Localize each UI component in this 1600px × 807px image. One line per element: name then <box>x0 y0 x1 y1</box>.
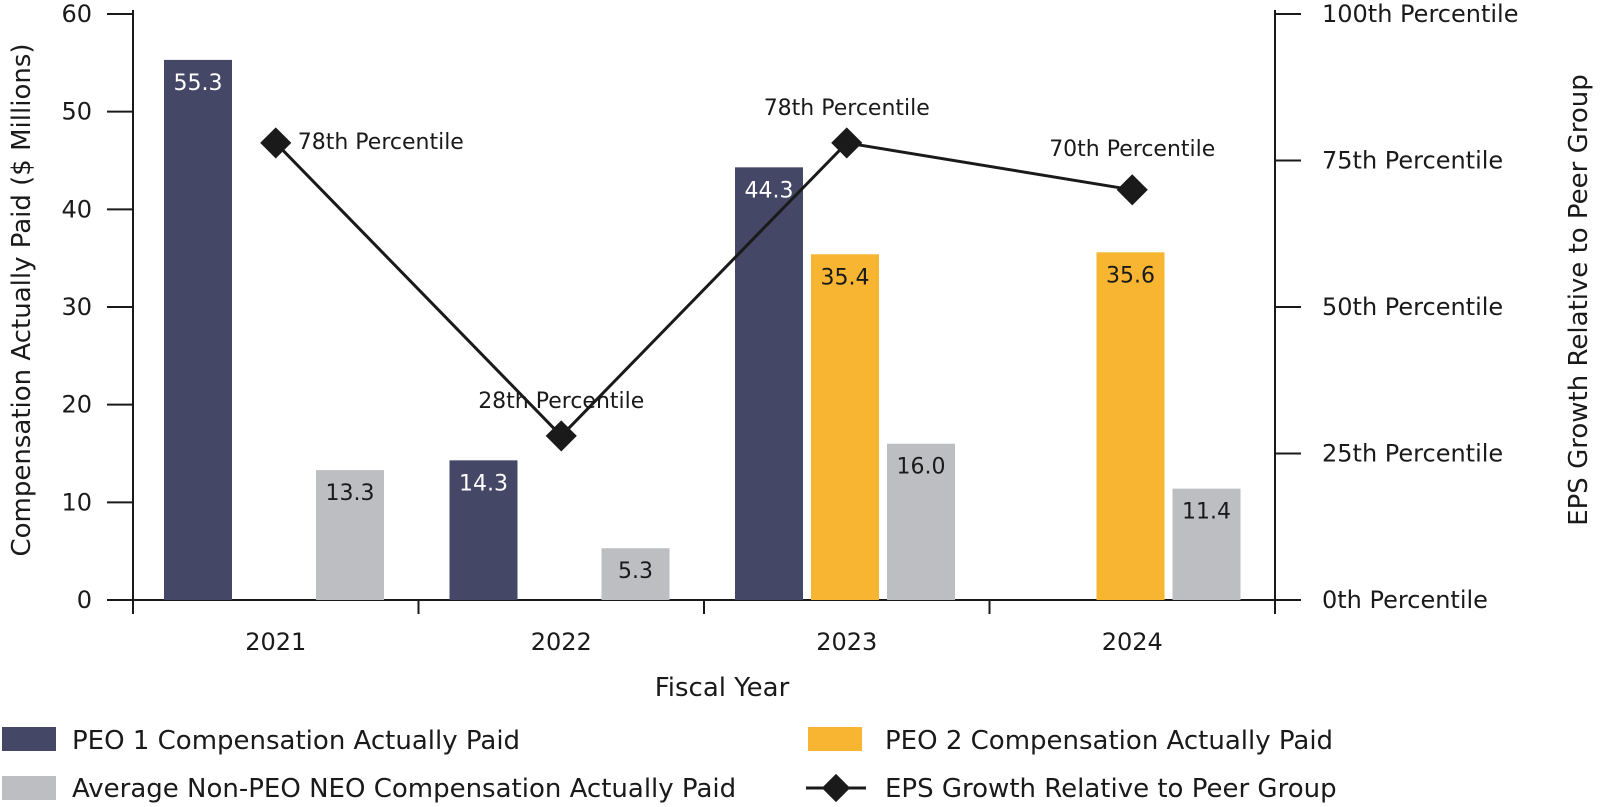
eps-line-path <box>274 141 1133 439</box>
y-axis-title-right: EPS Growth Relative to Peer Group <box>1564 74 1594 526</box>
y-tick-label-left: 20 <box>61 391 92 419</box>
eps-line <box>260 127 1148 452</box>
legend-item-peo1: PEO 1 Compensation Actually Paid <box>2 726 520 756</box>
bar-value-label: 55.3 <box>174 71 223 96</box>
eps-value-label: 28th Percentile <box>478 389 644 414</box>
legend-marker-eps <box>821 773 851 803</box>
eps-marker <box>260 127 292 159</box>
legend-label-non-peo: Average Non-PEO NEO Compensation Actuall… <box>72 774 736 804</box>
bar-value-label: 13.3 <box>326 481 375 506</box>
legend-item-eps: EPS Growth Relative to Peer Group <box>806 773 1337 804</box>
y-tick-label-right: 25th Percentile <box>1322 440 1503 468</box>
y-tick-label-left: 60 <box>61 0 92 28</box>
bar <box>601 548 670 600</box>
x-tick-label: 2024 <box>1102 628 1163 656</box>
bar-value-label: 5.3 <box>618 559 653 584</box>
bar <box>316 470 384 600</box>
bar-value-label: 35.6 <box>1106 263 1155 288</box>
bar <box>887 443 955 600</box>
y-tick-label-left: 0 <box>77 586 92 614</box>
axes: 0 10 20 30 40 50 60 0th Percentile 25th Percenti… <box>61 0 1518 656</box>
eps-value-label: 78th Percentile <box>764 96 930 121</box>
labels: 78th Percentile 28th Percentile 78th Perce… <box>298 96 1216 414</box>
x-tick-label: 2023 <box>816 628 877 656</box>
bar-value-label: 44.3 <box>745 178 794 203</box>
bar-value-label: 14.3 <box>459 471 508 496</box>
bar <box>811 254 879 600</box>
legend: PEO 1 Compensation Actually Paid PEO 2 C… <box>2 726 1337 804</box>
legend-label-eps: EPS Growth Relative to Peer Group <box>885 774 1337 804</box>
bar-value-label: 35.4 <box>821 265 870 290</box>
x-tick-label: 2021 <box>245 628 306 656</box>
eps-marker <box>1116 174 1148 206</box>
y-tick-label-right: 0th Percentile <box>1322 586 1488 614</box>
bar <box>1172 488 1241 600</box>
legend-item-peo2: PEO 2 Compensation Actually Paid <box>808 726 1333 756</box>
legend-label-peo1: PEO 1 Compensation Actually Paid <box>72 726 520 756</box>
y-axis-title-left: Compensation Actually Paid ($ Millions) <box>7 43 37 556</box>
bar <box>735 167 803 600</box>
eps-value-label: 70th Percentile <box>1049 137 1215 162</box>
x-axis-title: Fiscal Year <box>655 673 790 703</box>
y-tick-label-right: 100th Percentile <box>1322 0 1518 28</box>
bars: 55.3 13.3 14.3 5.3 44.3 35.4 16.0 35.6 11.4 <box>164 59 1241 601</box>
legend-label-peo2: PEO 2 Compensation Actually Paid <box>885 726 1333 756</box>
bar <box>1096 252 1165 600</box>
y-tick-label-left: 10 <box>61 488 92 516</box>
x-tick-label: 2022 <box>531 628 592 656</box>
eps-value-label: 78th Percentile <box>298 130 464 155</box>
bar <box>449 460 518 600</box>
legend-swatch-peo1 <box>2 727 56 751</box>
bar-value-label: 11.4 <box>1182 500 1231 525</box>
bar <box>164 59 232 601</box>
legend-swatch-non-peo <box>2 776 56 800</box>
y-tick-label-right: 50th Percentile <box>1322 293 1503 321</box>
y-tick-label-right: 75th Percentile <box>1322 147 1503 175</box>
y-tick-label-left: 50 <box>61 98 92 126</box>
eps-marker <box>545 420 577 452</box>
y-tick-label-left: 30 <box>61 293 92 321</box>
bar-value-label: 16.0 <box>897 455 946 480</box>
legend-item-non-peo: Average Non-PEO NEO Compensation Actuall… <box>2 774 736 804</box>
legend-swatch-peo2 <box>808 727 862 751</box>
y-tick-label-left: 40 <box>61 195 92 223</box>
